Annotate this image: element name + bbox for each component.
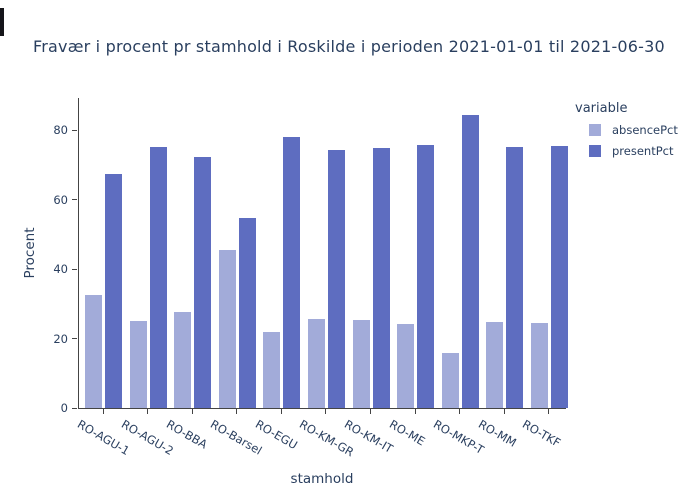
bar-absencePct-RO-KM-GR — [307, 319, 325, 408]
x-axis-title: stamhold — [290, 471, 354, 487]
y-tick-20 — [72, 338, 77, 339]
legend-swatch-absencepct — [589, 124, 601, 136]
x-tick-label-RO-TKF: RO-TKF — [520, 417, 564, 450]
legend: variable absencePct presentPct — [575, 101, 678, 165]
bar-absencePct-RO-KM-IT — [352, 320, 370, 408]
legend-swatch-presentpct — [589, 145, 601, 157]
legend-item-presentpct[interactable]: presentPct — [589, 144, 678, 158]
bar-presentPct-RO-TKF — [550, 146, 568, 408]
bar-presentPct-RO-MKP-T — [461, 115, 479, 408]
bar-presentPct-RO-BBA — [194, 156, 212, 408]
y-tick-label-80: 80 — [53, 123, 68, 137]
x-tick-RO-EGU — [280, 409, 282, 414]
bar-presentPct-RO-KM-GR — [327, 149, 345, 408]
x-tick-RO-AGU-1 — [102, 409, 104, 414]
y-tick-80 — [72, 129, 77, 131]
y-tick-label-60: 60 — [53, 192, 68, 207]
x-tick-RO-BBA — [191, 409, 193, 414]
plot-area — [78, 98, 568, 409]
bar-absencePct-RO-TKF — [530, 322, 548, 408]
y-tick-label-0: 0 — [60, 401, 68, 415]
bar-presentPct-RO-EGU — [283, 137, 301, 408]
y-tick-label-40: 40 — [53, 262, 68, 276]
x-tick-RO-KM-GR — [325, 409, 327, 414]
bar-absencePct-RO-Barsel — [218, 250, 236, 408]
x-tick-RO-MKP-T — [459, 409, 461, 414]
legend-label-absencepct: absencePct — [612, 123, 678, 137]
bar-presentPct-RO-ME — [417, 145, 435, 408]
x-tick-RO-MM — [503, 409, 505, 414]
bar-absencePct-RO-EGU — [263, 331, 281, 408]
bar-presentPct-RO-MM — [506, 146, 524, 408]
y-tick-label-20: 20 — [53, 331, 68, 346]
x-tick-RO-AGU-2 — [147, 409, 149, 414]
y-tick-0 — [72, 407, 77, 409]
bar-absencePct-RO-MM — [486, 322, 504, 408]
x-tick-RO-TKF — [548, 409, 550, 414]
bar-presentPct-RO-KM-IT — [372, 148, 390, 408]
bar-presentPct-RO-AGU-2 — [149, 147, 167, 408]
bar-absencePct-RO-AGU-1 — [85, 295, 103, 408]
y-tick-60 — [72, 199, 77, 200]
y-axis-title: Procent — [22, 227, 38, 279]
window-edge-artifact — [0, 8, 4, 36]
x-tick-RO-KM-IT — [370, 409, 371, 414]
x-tick-RO-ME — [414, 409, 416, 414]
legend-label-presentpct: presentPct — [612, 144, 674, 158]
x-tick-RO-Barsel — [236, 409, 238, 414]
bar-absencePct-RO-BBA — [174, 311, 192, 408]
legend-title: variable — [575, 101, 628, 116]
legend-item-absencepct[interactable]: absencePct — [589, 123, 678, 137]
bar-absencePct-RO-ME — [397, 323, 415, 408]
bar-absencePct-RO-MKP-T — [441, 353, 459, 408]
chart-title: Fravær i procent pr stamhold i Roskilde … — [33, 37, 665, 56]
bar-absencePct-RO-AGU-2 — [129, 321, 147, 408]
bar-presentPct-RO-Barsel — [238, 218, 256, 408]
y-tick-40 — [72, 268, 77, 270]
bar-presentPct-RO-AGU-1 — [105, 174, 123, 408]
